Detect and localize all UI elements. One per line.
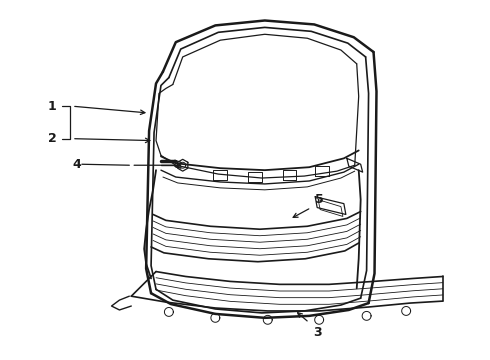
Text: 4: 4 bbox=[72, 158, 81, 171]
Text: 1: 1 bbox=[48, 100, 56, 113]
Text: 2: 2 bbox=[48, 132, 56, 145]
Text: 3: 3 bbox=[313, 326, 321, 339]
Text: 5: 5 bbox=[315, 193, 323, 206]
